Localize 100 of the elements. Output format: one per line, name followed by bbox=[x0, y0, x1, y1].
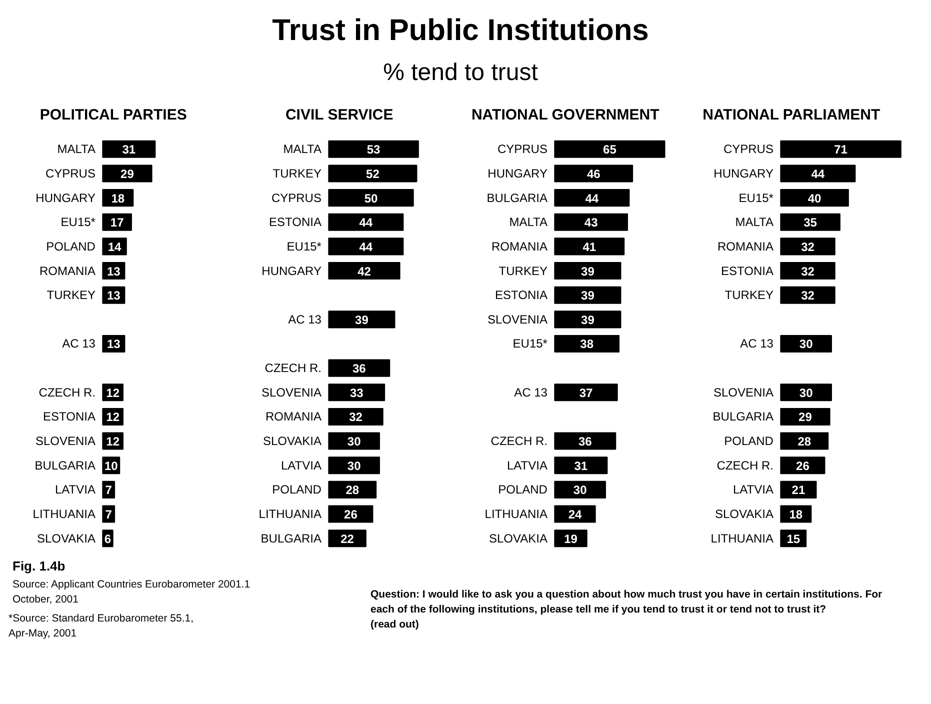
y-tick-label: TURKEY bbox=[46, 288, 96, 302]
data-label: 7 bbox=[105, 483, 112, 498]
y-tick-label: CZECH R. bbox=[490, 434, 548, 448]
y-tick-label: SLOVENIA bbox=[487, 312, 548, 326]
caption: Fig. 1.4b bbox=[12, 558, 66, 574]
bar bbox=[780, 238, 836, 256]
data-label: 12 bbox=[106, 434, 120, 449]
data-label: 28 bbox=[798, 434, 812, 449]
y-tick-label: EU15* bbox=[738, 190, 774, 205]
bar bbox=[780, 408, 830, 426]
data-label: 17 bbox=[110, 216, 124, 230]
data-label: 31 bbox=[574, 458, 588, 473]
y-tick-label: SLOVENIA bbox=[35, 434, 96, 448]
data-label: 26 bbox=[344, 508, 358, 522]
y-tick-label: CYPRUS bbox=[723, 142, 774, 156]
y-tick-label: SLOVENIA bbox=[261, 385, 322, 400]
bar bbox=[328, 238, 404, 256]
chart-title: CIVIL SERVICE bbox=[285, 106, 394, 124]
bar bbox=[780, 140, 902, 158]
y-tick-label: CYPRUS bbox=[271, 190, 322, 205]
bar bbox=[554, 334, 620, 353]
bar bbox=[780, 432, 829, 450]
y-tick-label: LITHUANIA bbox=[710, 531, 774, 546]
y-tick-label: BULGARIA bbox=[260, 531, 322, 546]
y-tick-label: CZECH R. bbox=[264, 361, 322, 376]
data-label: 35 bbox=[804, 216, 818, 230]
y-tick-label: SLOVAKIA bbox=[714, 507, 774, 522]
y-tick-label: ROMANIA bbox=[265, 410, 322, 424]
y-tick-label: ROMANIA bbox=[491, 239, 548, 254]
bar bbox=[554, 213, 628, 231]
data-label: 32 bbox=[801, 264, 815, 278]
data-label: 36 bbox=[578, 434, 592, 449]
data-label: 30 bbox=[799, 337, 814, 352]
y-tick-label: LATVIA bbox=[507, 458, 548, 472]
y-tick-label: AC 13 bbox=[288, 312, 322, 326]
text: Trust in Public Institutions bbox=[272, 14, 649, 47]
y-tick-label: CZECH R. bbox=[716, 458, 774, 472]
data-label: 44 bbox=[811, 166, 825, 181]
bar bbox=[328, 310, 396, 328]
y-tick-label: MALTA bbox=[283, 142, 322, 156]
data-label: 33 bbox=[350, 386, 364, 400]
bar bbox=[554, 238, 625, 256]
bar bbox=[328, 456, 380, 474]
y-tick-label: HUNGARY bbox=[714, 166, 774, 180]
y-tick-label: EU15* bbox=[512, 336, 548, 351]
y-tick-label: SLOVAKIA bbox=[262, 434, 322, 448]
y-tick-label: ESTONIA bbox=[495, 288, 548, 302]
data-label: 10 bbox=[104, 458, 118, 473]
data-label: 39 bbox=[581, 312, 595, 327]
y-tick-label: TURKEY bbox=[272, 166, 322, 180]
data-label: 12 bbox=[106, 410, 120, 424]
text: *Source: Standard Eurobarometer 55.1, Apr-May, 2001 bbox=[8, 612, 194, 640]
data-label: 41 bbox=[582, 240, 596, 254]
chart-title: NATIONAL PARLIAMENT bbox=[702, 106, 880, 124]
bar bbox=[554, 480, 606, 498]
y-tick-label: TURKEY bbox=[498, 264, 548, 278]
data-label: 32 bbox=[801, 288, 815, 303]
bar bbox=[554, 189, 630, 207]
y-tick-label: TURKEY bbox=[724, 288, 774, 302]
y-tick-label: LATVIA bbox=[733, 482, 774, 497]
y-tick-label: BULGARIA bbox=[712, 410, 774, 424]
bar bbox=[780, 286, 836, 304]
data-label: 24 bbox=[568, 508, 582, 522]
y-tick-label: ESTONIA bbox=[43, 410, 96, 424]
source-note: Source: Applicant Countries Eurobarometer 2001.1 October, 2001 bbox=[12, 578, 250, 606]
data-label: 32 bbox=[801, 240, 815, 254]
data-label: 7 bbox=[105, 508, 112, 522]
data-label: 28 bbox=[346, 483, 360, 498]
y-tick-label: BULGARIA bbox=[34, 458, 96, 472]
bar bbox=[328, 189, 414, 207]
data-label: 50 bbox=[364, 191, 378, 206]
text: % tend to trust bbox=[383, 59, 538, 86]
data-label: 21 bbox=[792, 483, 806, 498]
bar bbox=[780, 456, 826, 474]
data-label: 29 bbox=[120, 166, 134, 181]
bar bbox=[328, 530, 366, 548]
data-label: 13 bbox=[107, 288, 121, 303]
data-label: 30 bbox=[799, 386, 814, 400]
data-label: 39 bbox=[581, 264, 595, 278]
bar bbox=[102, 140, 156, 158]
y-tick-label: BULGARIA bbox=[486, 190, 548, 205]
bar bbox=[102, 505, 116, 523]
data-label: 32 bbox=[349, 410, 363, 424]
y-tick-label: ROMANIA bbox=[717, 239, 774, 254]
bar bbox=[780, 213, 840, 231]
bar bbox=[554, 432, 616, 450]
data-label: 13 bbox=[107, 264, 121, 278]
y-tick-label: AC 13 bbox=[740, 336, 774, 351]
y-tick-label: AC 13 bbox=[62, 336, 96, 351]
data-label: 43 bbox=[584, 216, 598, 230]
data-label: 53 bbox=[366, 142, 381, 157]
y-tick-label: CZECH R. bbox=[38, 385, 96, 400]
bar bbox=[554, 262, 622, 280]
bar bbox=[780, 505, 812, 523]
data-label: 12 bbox=[106, 386, 120, 400]
data-label: 6 bbox=[104, 532, 112, 546]
data-label: 44 bbox=[359, 216, 373, 230]
bar bbox=[780, 189, 849, 207]
bar bbox=[554, 456, 608, 474]
y-tick-label: MALTA bbox=[57, 142, 96, 156]
